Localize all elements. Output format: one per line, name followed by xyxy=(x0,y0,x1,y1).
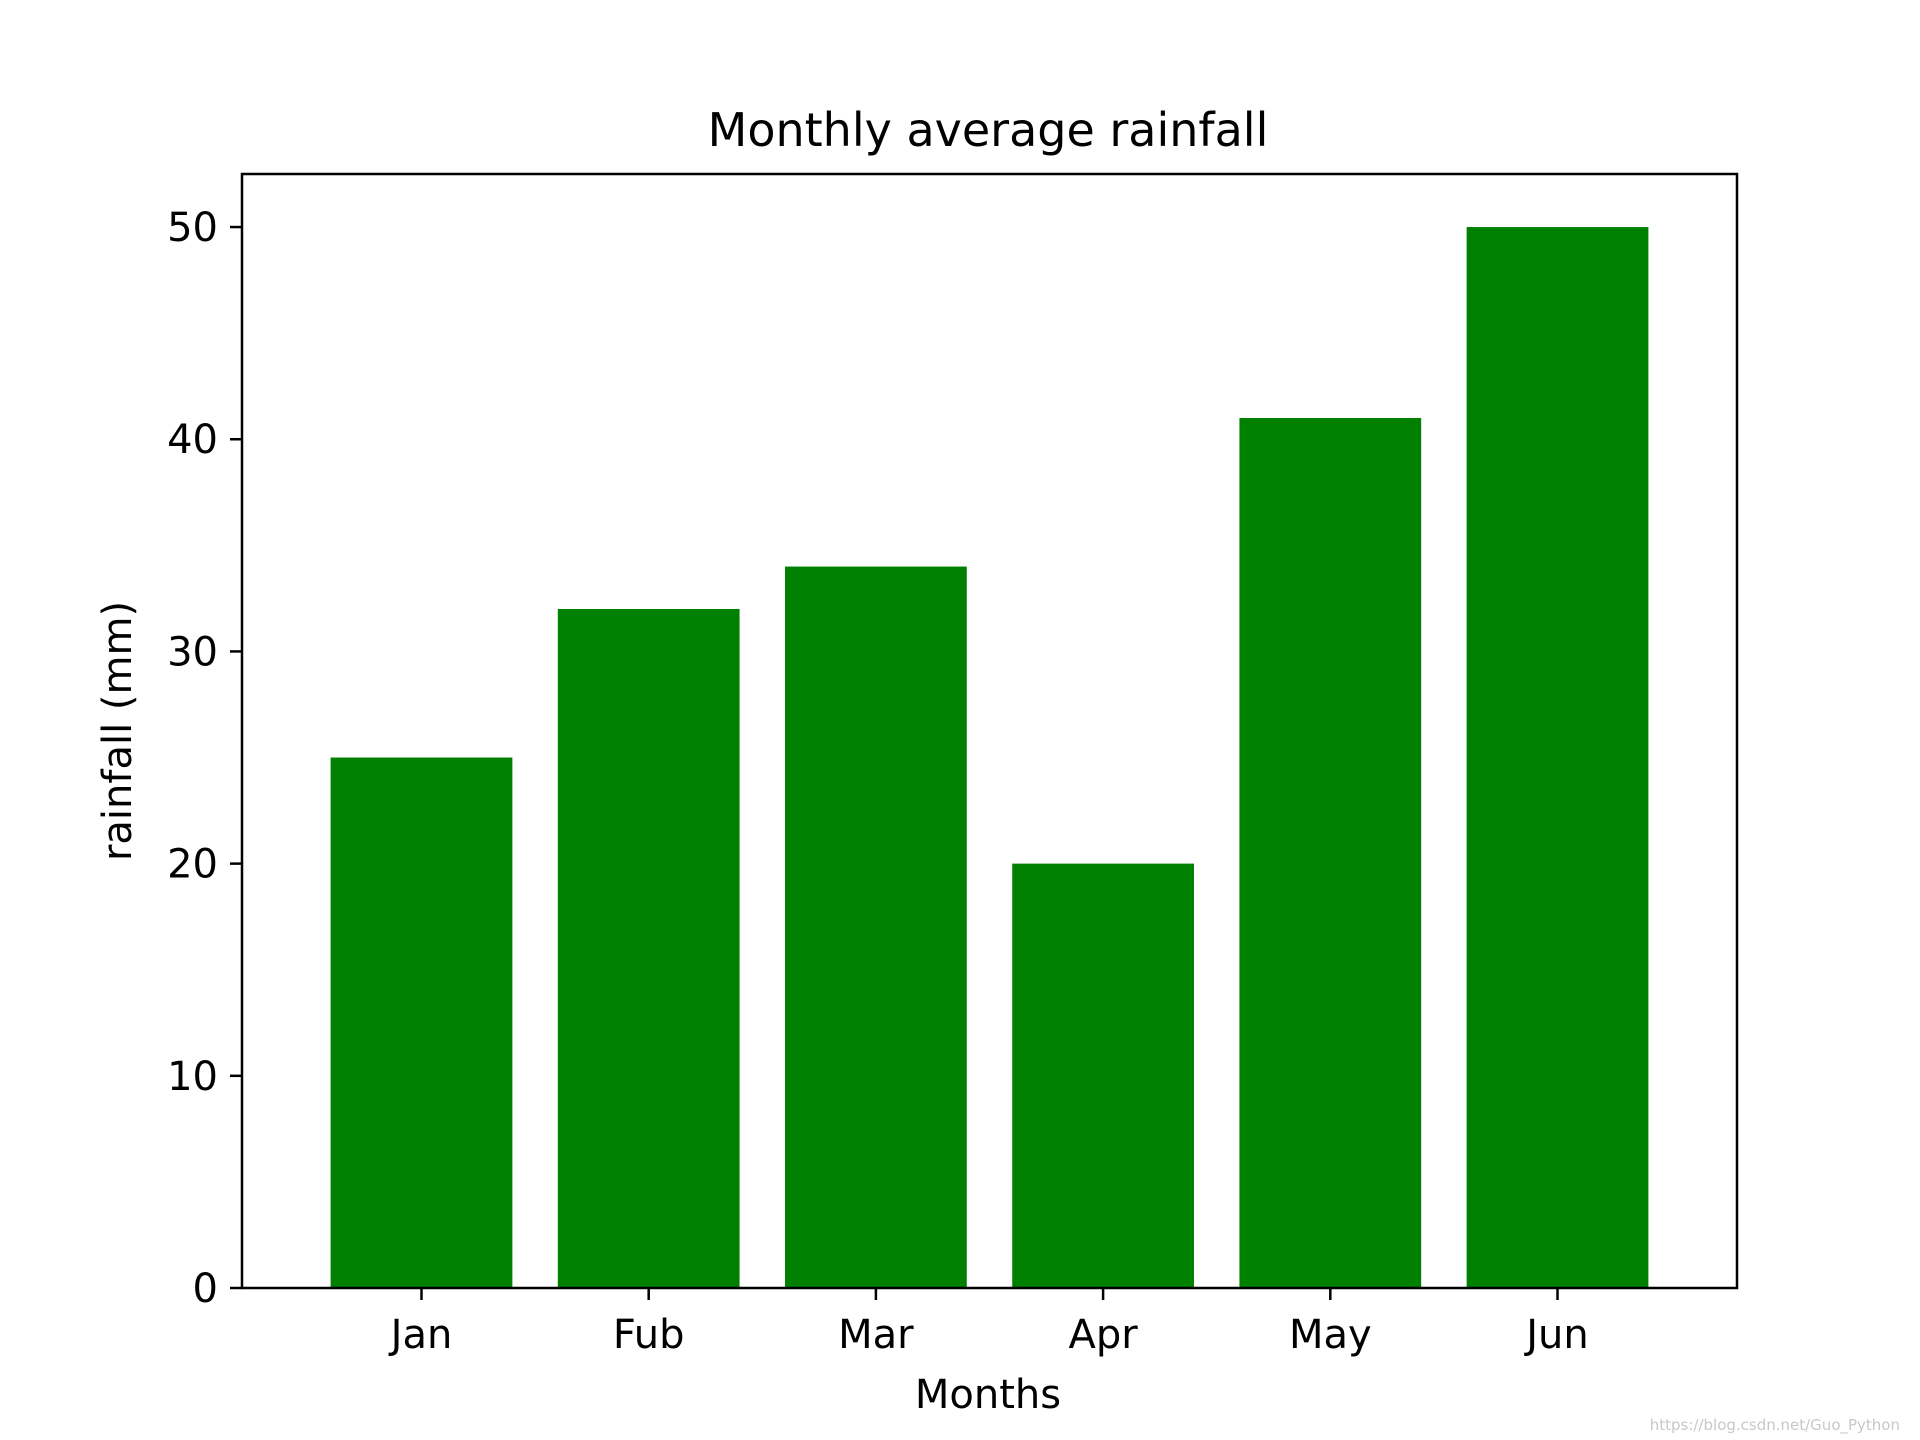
y-tick-label-50: 50 xyxy=(167,205,218,251)
y-axis: 0 10 20 30 40 50 xyxy=(167,205,242,1312)
bar-mar xyxy=(785,566,967,1288)
x-tick-label-jun: Jun xyxy=(1523,1312,1589,1358)
x-axis: Jan Fub Mar Apr May Jun xyxy=(388,1288,1589,1358)
bar-jun xyxy=(1466,227,1649,1288)
chart-title: Monthly average rainfall xyxy=(708,103,1269,157)
x-tick-label-mar: Mar xyxy=(838,1312,914,1358)
y-tick-label-10: 10 xyxy=(167,1054,218,1100)
y-tick-label-40: 40 xyxy=(167,417,218,463)
x-tick-label-may: May xyxy=(1289,1312,1372,1358)
x-tick-label-fub: Fub xyxy=(613,1312,685,1358)
axes-frame xyxy=(240,172,1739,1290)
x-axis-label: Months xyxy=(915,1372,1061,1418)
bar-apr xyxy=(1012,863,1194,1288)
y-axis-label: rainfall (mm) xyxy=(95,601,141,861)
bar-fub xyxy=(557,608,740,1288)
watermark: https://blog.csdn.net/Guo_Python xyxy=(1649,1416,1900,1434)
y-tick-label-0: 0 xyxy=(193,1266,218,1312)
x-tick-label-jan: Jan xyxy=(388,1312,453,1358)
x-tick-label-apr: Apr xyxy=(1068,1312,1138,1358)
bar-jan xyxy=(330,757,513,1288)
bars xyxy=(330,227,1649,1288)
bar-may xyxy=(1239,418,1422,1288)
y-tick-label-30: 30 xyxy=(167,629,218,675)
y-tick-label-20: 20 xyxy=(167,842,218,888)
